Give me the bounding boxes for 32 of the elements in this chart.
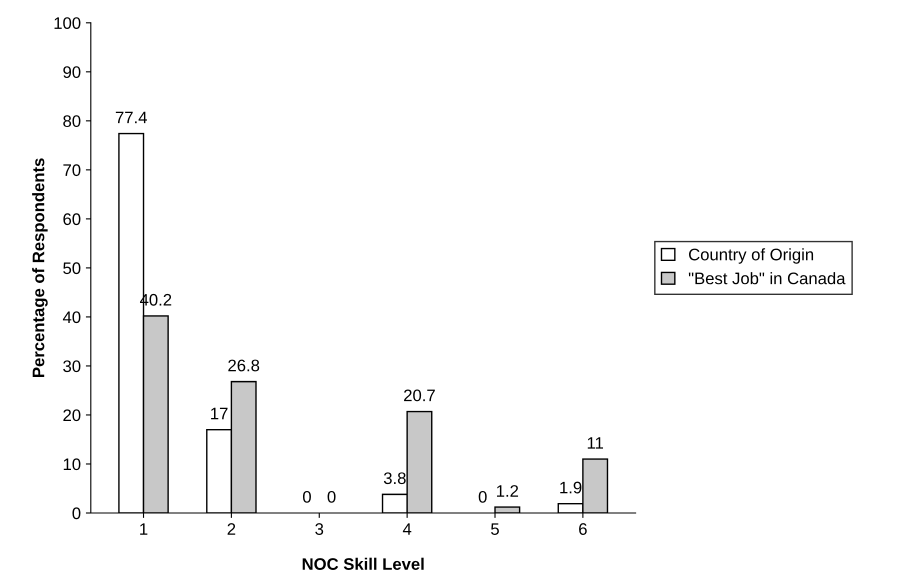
data-label: 17	[211, 408, 228, 420]
data-label: 0	[328, 490, 336, 503]
y-tick-label: 70	[63, 164, 80, 176]
y-tick-label: 40	[62, 311, 80, 324]
data-label: 77.4	[116, 112, 147, 124]
x-tick-label: 4	[402, 523, 412, 535]
legend-label: Country of Origin	[689, 248, 814, 264]
data-label: 20.7	[404, 389, 435, 402]
y-tick-label: 90	[63, 66, 80, 78]
y-tick-label: 30	[63, 360, 80, 372]
data-label: 3.8	[384, 472, 406, 484]
data-label: 1.9	[560, 482, 582, 494]
x-tick-label: 5	[491, 523, 499, 535]
y-tick-label: 20	[63, 409, 80, 422]
y-tick-label: 50	[63, 262, 80, 274]
data-label: 1.2	[496, 485, 518, 497]
y-tick-label: 10	[64, 458, 80, 470]
data-label: 0	[478, 490, 487, 503]
x-axis-title: NOC Skill Level	[302, 558, 424, 570]
y-axis-title: Percentage of Respondents	[32, 158, 48, 377]
y-tick-label: 80	[63, 115, 80, 128]
x-tick-label: 1	[140, 523, 148, 535]
y-tick-label: 0	[72, 507, 80, 520]
data-label: 0	[302, 490, 311, 503]
y-tick-label: 60	[63, 213, 80, 226]
legend-label: "Best Job" in Canada	[688, 272, 846, 284]
data-label: 26.8	[228, 360, 260, 372]
y-tick-label: 100	[54, 17, 80, 30]
x-tick-label: 3	[315, 523, 324, 535]
x-tick-label: 2	[228, 523, 236, 535]
data-label: 11	[588, 437, 604, 449]
x-tick-label: 6	[579, 523, 587, 535]
